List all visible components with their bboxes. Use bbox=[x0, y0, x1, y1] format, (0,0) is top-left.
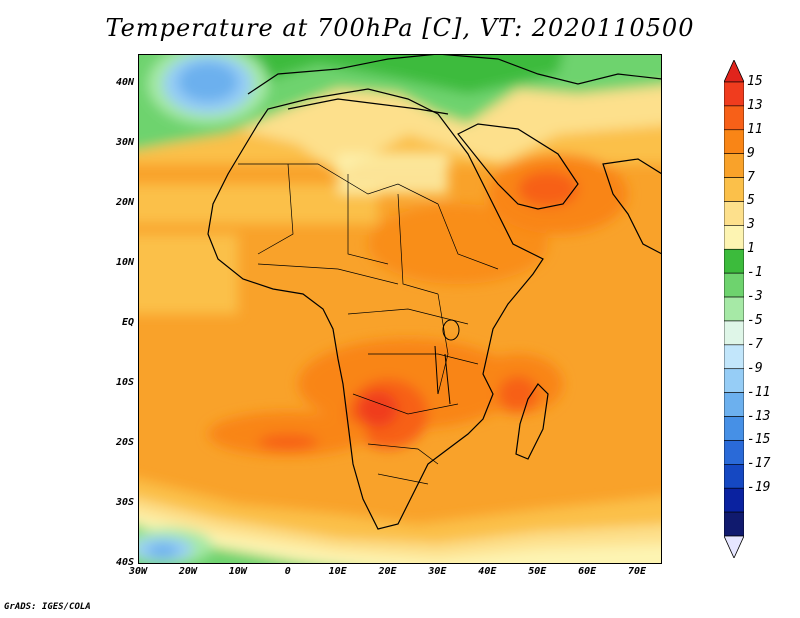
lon-tick-label: 20E bbox=[378, 566, 397, 577]
india-coastline bbox=[602, 158, 662, 255]
colorbar-swatch bbox=[724, 440, 744, 465]
madagascar-coastline bbox=[515, 383, 549, 460]
colorbar-swatch bbox=[724, 368, 744, 393]
temperature-field bbox=[138, 54, 662, 564]
lat-tick-label: 10N bbox=[115, 257, 134, 268]
footer-credit: GrADS: IGES/COLA bbox=[4, 602, 91, 612]
temperature-map bbox=[138, 54, 662, 564]
lon-tick-label: 0 bbox=[284, 566, 291, 577]
colorbar-label: 15 bbox=[747, 74, 763, 89]
colorbar-label: -5 bbox=[747, 312, 763, 328]
colorbar-swatch bbox=[724, 392, 744, 417]
africa-coastline bbox=[207, 88, 544, 530]
colorbar-label: -11 bbox=[747, 384, 771, 400]
lon-tick-label: 70E bbox=[628, 566, 647, 577]
colorbar-top-arrow bbox=[724, 60, 744, 83]
lon-tick-label: 30E bbox=[428, 566, 447, 577]
colorbar-swatch bbox=[724, 511, 744, 537]
colorbar-swatch bbox=[724, 105, 744, 131]
colorbar-label: -1 bbox=[747, 265, 763, 281]
lon-tick-label: 40E bbox=[478, 566, 497, 577]
colorbar-label: 11 bbox=[747, 121, 763, 137]
colorbar-swatch bbox=[724, 487, 744, 513]
colorbar-swatch bbox=[724, 464, 744, 489]
lon-tick-label: 20W bbox=[178, 566, 197, 577]
lat-tick-label: 40S bbox=[115, 557, 134, 568]
colorbar-label: -15 bbox=[747, 432, 771, 448]
arabia-coastline bbox=[457, 123, 579, 210]
colorbar-label: 9 bbox=[747, 145, 755, 161]
lon-tick-label: 10E bbox=[328, 566, 347, 577]
colorbar-swatch bbox=[724, 201, 744, 226]
europe-coastline bbox=[247, 54, 662, 95]
country-borders bbox=[238, 163, 499, 485]
mediterranean-coast bbox=[287, 98, 449, 115]
colorbar-label: -13 bbox=[747, 408, 771, 424]
colorbar-label: 13 bbox=[747, 97, 763, 113]
coastlines bbox=[207, 54, 662, 530]
colorbar-label: -3 bbox=[747, 289, 763, 305]
colorbar-swatch bbox=[724, 320, 744, 346]
colorbar-label: 1 bbox=[747, 241, 755, 257]
colorbar-swatch bbox=[724, 344, 744, 370]
lat-tick-label: 20N bbox=[115, 197, 134, 208]
colorbar-label: -19 bbox=[747, 480, 771, 496]
lon-tick-label: 60E bbox=[578, 566, 597, 577]
map-title: Temperature at 700hPa [C], VT: 202011050… bbox=[105, 14, 695, 42]
colorbar-label: -17 bbox=[747, 456, 771, 472]
colorbar-swatch bbox=[724, 296, 744, 322]
colorbar-swatch bbox=[724, 81, 744, 107]
lon-tick-label: 50E bbox=[528, 566, 547, 577]
colorbar-swatch bbox=[724, 248, 744, 274]
colorbar-label: -7 bbox=[747, 336, 763, 352]
colorbar-swatch bbox=[724, 129, 744, 154]
colorbar bbox=[724, 60, 744, 558]
colorbar-label: 3 bbox=[747, 217, 755, 233]
lon-tick-label: 30W bbox=[128, 566, 148, 577]
lakes bbox=[434, 319, 460, 405]
lat-tick-label: 30S bbox=[115, 497, 134, 508]
colorbar-swatch bbox=[724, 177, 744, 202]
lon-tick-label: 10W bbox=[228, 566, 247, 577]
lat-tick-label: 30N bbox=[115, 137, 134, 148]
colorbar-swatch bbox=[724, 272, 744, 298]
lat-tick-label: 10S bbox=[115, 377, 134, 388]
map-canvas bbox=[138, 54, 662, 564]
colorbar-swatch bbox=[724, 225, 744, 250]
map-border bbox=[138, 54, 662, 564]
colorbar-label: -9 bbox=[747, 360, 763, 376]
colorbar-label: 5 bbox=[747, 193, 755, 209]
colorbar-swatch bbox=[724, 416, 744, 441]
colorbar-swatch bbox=[724, 153, 744, 178]
colorbar-label: 7 bbox=[747, 169, 755, 185]
lat-tick-label: 20S bbox=[115, 437, 134, 448]
colorbar-bottom-arrow bbox=[724, 535, 744, 558]
lat-tick-label: EQ bbox=[121, 317, 134, 328]
lat-tick-label: 40N bbox=[115, 77, 134, 88]
